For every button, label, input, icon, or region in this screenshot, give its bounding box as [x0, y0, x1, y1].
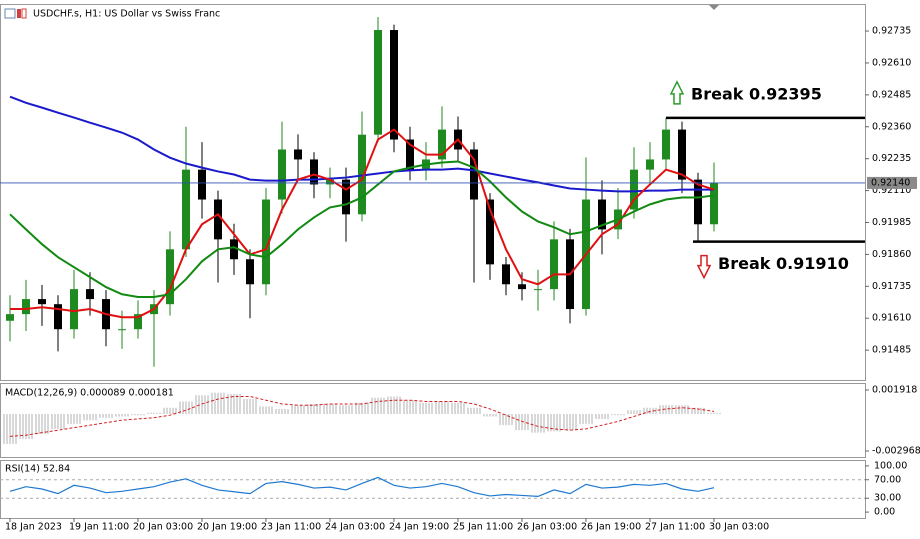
candle-body [86, 289, 94, 300]
y-tick-label: 100.00 [874, 460, 907, 471]
macd-panel [0, 383, 866, 458]
x-tick-label: 20 Jan 19:00 [197, 522, 257, 533]
x-tick-label: 25 Jan 11:00 [453, 522, 513, 533]
y-tick-label: 0.001918 [872, 385, 917, 396]
candle-body [470, 149, 478, 200]
break-arrow [669, 80, 685, 105]
x-tick-label: 30 Jan 03:00 [709, 522, 769, 533]
x-tick-label: 24 Jan 19:00 [389, 522, 449, 533]
y-tick-label: 0.92110 [872, 185, 911, 196]
current-price-box [867, 176, 917, 189]
candle-body [118, 329, 126, 331]
candle-body [22, 299, 30, 315]
y-tick-label: -0.002968 [872, 445, 920, 456]
y-tick-label: 0.92735 [872, 26, 911, 37]
x-tick-label: 26 Jan 19:00 [581, 522, 641, 533]
x-tick-label: 26 Jan 03:00 [517, 522, 577, 533]
candle-body [70, 289, 78, 330]
y-tick-label: 0.91735 [872, 281, 911, 292]
candle-body [646, 159, 654, 170]
candle-body [502, 264, 510, 285]
rsi-line [9, 476, 715, 497]
candle-body [246, 259, 254, 285]
candle-body [534, 289, 542, 291]
y-tick-label: 0.00 [874, 507, 895, 518]
y-tick-label: 0.91860 [872, 249, 911, 260]
moving-average [9, 95, 714, 193]
y-tick-label: 70.00 [874, 474, 901, 485]
x-tick-label: 20 Jan 03:00 [133, 522, 193, 533]
candle-body [6, 314, 14, 321]
candle-body [230, 239, 238, 260]
indicator-label: RSI(14) 52.84 [5, 464, 70, 475]
x-tick-label: 19 Jan 11:00 [69, 522, 129, 533]
main-panel [0, 4, 866, 381]
y-tick-label: 30.00 [874, 493, 901, 504]
candle-body [214, 199, 222, 240]
y-tick-label: 0.92610 [872, 57, 911, 68]
current-price-label: 0.92140 [871, 177, 910, 188]
candle-body [38, 299, 46, 305]
symbol-icons [4, 8, 27, 19]
candle-body [278, 149, 286, 200]
candle-body [262, 199, 270, 285]
moving-average [9, 160, 715, 299]
x-tick-label: 18 Jan 2023 [5, 522, 62, 533]
rsi-panel [0, 460, 866, 519]
moving-average [10, 128, 715, 319]
candle-body [678, 129, 686, 180]
y-tick-label: 0.91985 [872, 217, 911, 228]
x-tick-label: 27 Jan 11:00 [645, 522, 705, 533]
candle-body [710, 182, 718, 225]
y-tick-label: 0.91485 [872, 345, 911, 356]
candle-body [134, 314, 142, 330]
candle-body [294, 149, 302, 160]
candle-body [598, 199, 606, 230]
break-arrow [696, 254, 712, 280]
candle-body [662, 129, 670, 160]
candle-body [166, 249, 174, 305]
y-tick-label: 0.92485 [872, 89, 911, 100]
candle-body [342, 179, 350, 215]
y-tick-label: 0.92235 [872, 153, 911, 164]
candle-body [326, 179, 334, 185]
candle-body [518, 284, 526, 290]
macd-signal [9, 395, 715, 437]
x-tick-label: 23 Jan 11:00 [261, 522, 321, 533]
y-tick-label: 0.92360 [872, 121, 911, 132]
candle-body [374, 30, 382, 135]
break-label: Break 0.91910 [718, 254, 849, 273]
candle-body [198, 169, 206, 200]
icon [17, 9, 21, 18]
candle-body [630, 169, 638, 210]
candle-body [358, 134, 366, 215]
candle-body [310, 159, 318, 185]
candle-body [550, 239, 558, 290]
candle-body [390, 30, 398, 140]
candle-body [438, 129, 446, 160]
candle-body [486, 199, 494, 265]
icon [21, 8, 27, 19]
icon [4, 8, 16, 19]
x-tick-label: 24 Jan 03:00 [325, 522, 385, 533]
y-tick-label: 0.91610 [872, 313, 911, 324]
candle-body [406, 139, 414, 170]
candle-body [54, 304, 62, 330]
candle-body [182, 169, 190, 250]
candle-body [694, 179, 702, 225]
chart-title: USDCHF.s, H1: US Dollar vs Swiss Franc [33, 9, 220, 20]
break-label: Break 0.92395 [691, 84, 822, 103]
indicator-label: MACD(12,26,9) 0.000089 0.000181 [5, 388, 174, 399]
shift-marker [709, 5, 719, 10]
